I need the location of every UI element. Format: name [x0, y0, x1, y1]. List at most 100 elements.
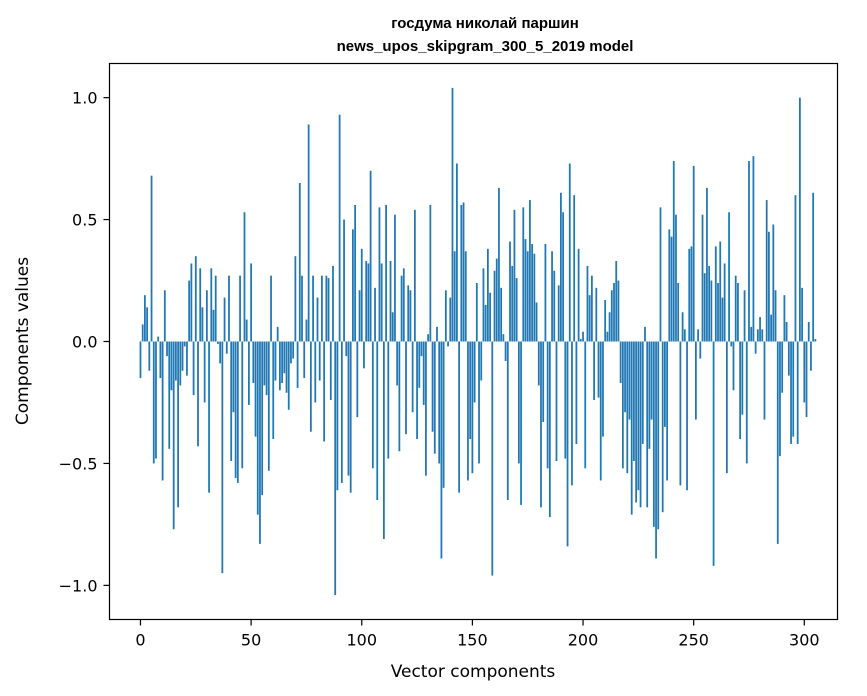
bar — [484, 304, 487, 342]
bar — [234, 341, 237, 479]
bar — [560, 192, 562, 342]
plot-area-frame — [108, 62, 839, 621]
bar — [287, 341, 290, 410]
bar — [725, 341, 728, 474]
bar — [263, 341, 266, 386]
bar — [637, 341, 640, 491]
y-axis-ticks: −1.0 −0.5 0.0 0.5 1.0 — [59, 89, 110, 595]
bar — [728, 212, 730, 342]
bar — [692, 165, 695, 342]
bar — [535, 302, 538, 342]
bar — [146, 307, 148, 342]
bar — [531, 243, 534, 342]
bar — [155, 341, 157, 459]
bar — [343, 219, 345, 342]
bar — [429, 204, 432, 342]
bar — [225, 341, 228, 354]
bar — [814, 339, 817, 342]
bar — [449, 297, 452, 342]
bar — [212, 309, 215, 342]
bar — [520, 341, 522, 505]
bar — [579, 339, 582, 342]
bar — [540, 341, 542, 508]
bar — [741, 341, 744, 415]
y-tick-label: −1.0 — [59, 576, 98, 595]
bar — [374, 287, 376, 342]
bar — [243, 212, 246, 342]
bar — [338, 114, 341, 342]
bar — [533, 253, 536, 342]
bar — [267, 341, 270, 471]
bar — [334, 341, 337, 596]
bar — [420, 341, 423, 357]
bar — [489, 292, 491, 342]
bar — [250, 263, 252, 342]
bar — [703, 273, 706, 342]
bar — [301, 275, 303, 342]
bar — [683, 329, 686, 342]
bar — [210, 268, 213, 342]
bar — [340, 341, 343, 483]
bar — [458, 341, 460, 493]
bar — [363, 341, 365, 369]
bar — [750, 326, 753, 342]
bar — [391, 312, 394, 342]
bar — [197, 341, 199, 447]
bar — [613, 282, 615, 342]
bar — [411, 341, 414, 413]
bar — [427, 334, 430, 342]
y-axis-label: Components values — [13, 257, 33, 425]
bar — [615, 261, 618, 342]
bar — [624, 341, 626, 413]
y-tick-label: 0.0 — [72, 333, 97, 352]
x-tick-label: 200 — [568, 631, 599, 650]
bar — [358, 290, 361, 342]
bar — [681, 312, 684, 342]
bar — [292, 341, 295, 359]
bar — [248, 341, 250, 405]
bar — [303, 341, 306, 379]
bar — [221, 341, 224, 574]
bar — [792, 341, 795, 437]
chart-title-line2: news_upos_skipgram_300_5_2019 model — [337, 38, 634, 55]
bar — [646, 341, 649, 508]
x-tick-label: 150 — [457, 631, 488, 650]
bar — [232, 341, 235, 413]
bar — [422, 341, 425, 405]
bar — [799, 97, 801, 342]
bar — [285, 341, 288, 393]
bar — [447, 341, 449, 347]
bar — [641, 341, 644, 444]
bar — [203, 341, 206, 403]
bar — [471, 341, 474, 474]
bar — [675, 214, 677, 342]
bar — [619, 341, 622, 383]
bar — [772, 224, 775, 342]
bar — [739, 341, 742, 440]
bar — [451, 87, 454, 342]
bar — [144, 295, 146, 342]
bar — [181, 341, 184, 371]
bar — [495, 258, 498, 342]
bar — [679, 341, 682, 486]
bar — [163, 290, 166, 342]
bar — [602, 341, 604, 437]
bar — [498, 187, 500, 342]
bar — [734, 275, 737, 342]
bar — [493, 270, 496, 342]
bar — [783, 295, 786, 342]
bar — [274, 341, 277, 381]
bar — [418, 341, 421, 388]
bar — [150, 175, 153, 342]
bar — [571, 341, 573, 486]
bar — [290, 341, 292, 364]
bar — [473, 341, 476, 403]
bar — [564, 341, 567, 459]
bar — [584, 341, 587, 469]
bar — [610, 290, 613, 342]
bar — [626, 341, 629, 474]
bar — [389, 261, 392, 342]
bar — [349, 341, 352, 493]
bar — [394, 214, 396, 342]
bar — [436, 326, 438, 342]
